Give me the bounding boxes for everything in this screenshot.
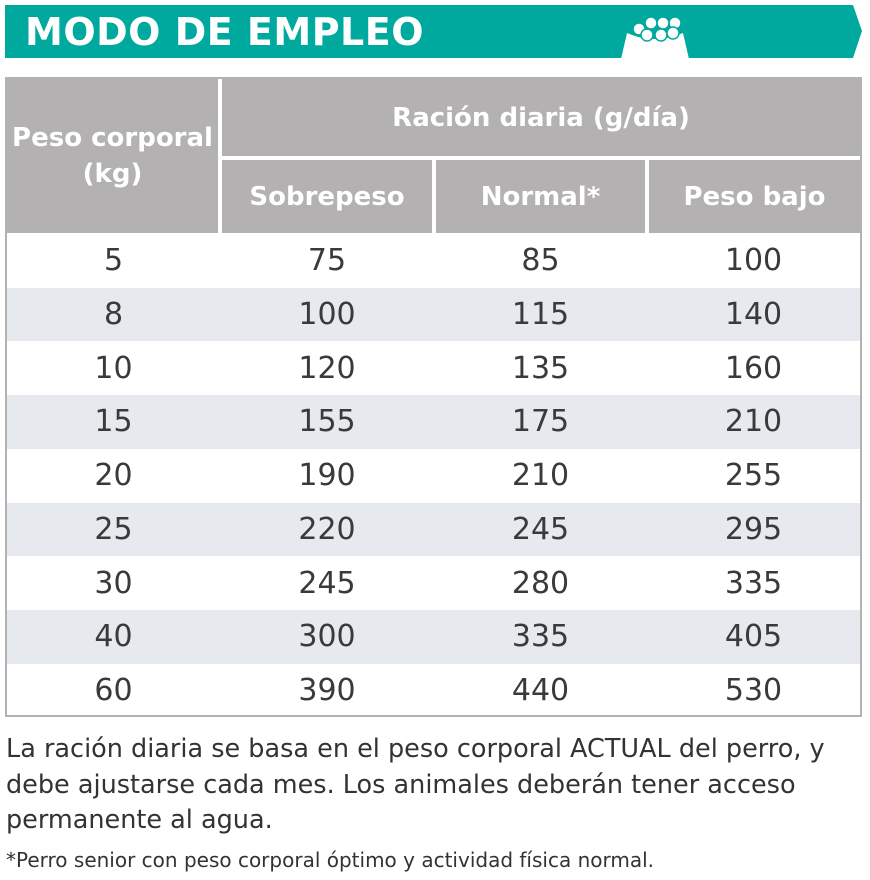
table-row: 30 245 280 335: [7, 556, 860, 610]
table-row: 60 390 440 530: [7, 664, 860, 718]
cell-weight: 60: [94, 672, 133, 708]
cell-underweight: 295: [724, 511, 783, 547]
cell-overweight: 220: [298, 511, 356, 547]
cell-weight: 20: [94, 458, 133, 494]
cell-overweight: 75: [307, 243, 347, 279]
table-row: 20 190 210 255: [7, 449, 860, 503]
cell-overweight: 390: [298, 672, 356, 708]
cell-normal: 210: [511, 458, 570, 494]
cell-normal: 135: [511, 350, 570, 386]
cell-weight: 5: [103, 243, 124, 279]
cell-underweight: 100: [724, 243, 783, 279]
cell-weight: 30: [94, 565, 133, 601]
cell-normal: 280: [511, 565, 570, 601]
cell-underweight: 255: [724, 458, 783, 494]
cell-normal: 85: [521, 243, 560, 279]
header-body-weight: Peso corporal (kg): [7, 79, 218, 233]
table-row: 5 75 85 100: [7, 234, 860, 288]
cell-weight: 40: [94, 619, 133, 655]
cell-weight: 10: [94, 350, 133, 386]
cell-overweight: 190: [298, 458, 356, 494]
header-normal: Normal*: [436, 160, 645, 233]
section-banner: MODO DE EMPLEO: [5, 5, 862, 58]
cell-overweight: 100: [298, 297, 356, 333]
header-overweight: Sobrepeso: [222, 160, 432, 233]
cell-overweight: 120: [298, 350, 356, 386]
cell-normal: 335: [511, 619, 570, 655]
cell-normal: 175: [511, 404, 570, 440]
table-row: 40 300 335 405: [7, 609, 860, 664]
table-row: 15 155 175 210: [7, 395, 860, 449]
table-row: 10 120 135 160: [7, 341, 860, 395]
cell-weight: 8: [103, 297, 124, 333]
footnote: *Perro senior con peso corporal óptimo y…: [6, 848, 654, 872]
cell-overweight: 300: [298, 619, 356, 655]
table-row: 25 220 245 295: [7, 502, 860, 557]
cell-underweight: 335: [724, 565, 783, 601]
cell-overweight: 245: [298, 565, 356, 601]
cell-overweight: 155: [298, 404, 356, 440]
cell-weight: 25: [94, 511, 133, 547]
cell-normal: 245: [511, 511, 570, 547]
cell-underweight: 140: [724, 297, 783, 333]
cell-underweight: 405: [724, 619, 783, 655]
section-title: MODO DE EMPLEO: [25, 10, 425, 54]
feeding-table: Peso corporal (kg) Ración diaria (g/día)…: [5, 77, 862, 717]
cell-weight: 15: [94, 404, 133, 440]
cell-underweight: 160: [724, 350, 783, 386]
cell-underweight: 530: [724, 672, 783, 708]
food-bowl-icon: [621, 16, 689, 58]
table-row: 8 100 115 140: [7, 287, 860, 342]
header-daily-ration: Ración diaria (g/día): [222, 79, 860, 156]
cell-normal: 440: [511, 672, 570, 708]
usage-note: La ración diaria se basa en el peso corp…: [6, 734, 825, 835]
cell-normal: 115: [511, 297, 570, 333]
header-underweight: Peso bajo: [649, 160, 860, 233]
cell-underweight: 210: [724, 404, 783, 440]
